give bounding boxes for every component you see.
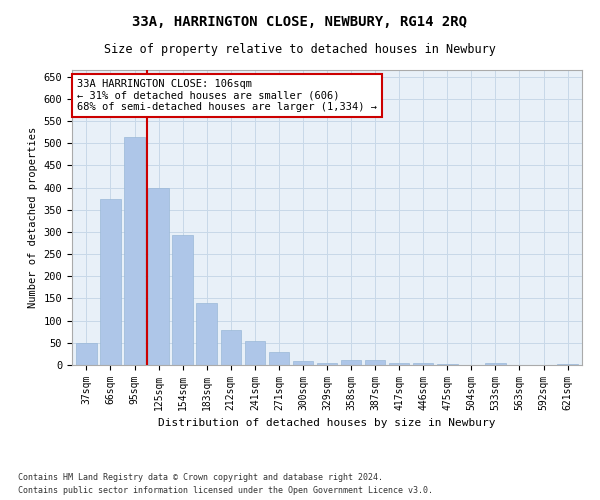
Bar bbox=[437, 364, 458, 365]
Text: 33A, HARRINGTON CLOSE, NEWBURY, RG14 2RQ: 33A, HARRINGTON CLOSE, NEWBURY, RG14 2RQ bbox=[133, 15, 467, 29]
Bar bbox=[293, 360, 313, 365]
Bar bbox=[389, 363, 409, 365]
Bar bbox=[557, 364, 578, 365]
Bar bbox=[172, 235, 193, 365]
X-axis label: Distribution of detached houses by size in Newbury: Distribution of detached houses by size … bbox=[158, 418, 496, 428]
Bar bbox=[124, 136, 145, 365]
Bar bbox=[100, 198, 121, 365]
Bar bbox=[196, 303, 217, 365]
Y-axis label: Number of detached properties: Number of detached properties bbox=[28, 127, 38, 308]
Bar bbox=[365, 360, 385, 365]
Bar bbox=[245, 340, 265, 365]
Text: 33A HARRINGTON CLOSE: 106sqm
← 31% of detached houses are smaller (606)
68% of s: 33A HARRINGTON CLOSE: 106sqm ← 31% of de… bbox=[77, 79, 377, 112]
Text: Contains public sector information licensed under the Open Government Licence v3: Contains public sector information licen… bbox=[18, 486, 433, 495]
Bar bbox=[485, 363, 506, 365]
Bar bbox=[317, 363, 337, 365]
Bar bbox=[76, 343, 97, 365]
Bar bbox=[221, 330, 241, 365]
Text: Contains HM Land Registry data © Crown copyright and database right 2024.: Contains HM Land Registry data © Crown c… bbox=[18, 472, 383, 482]
Bar bbox=[269, 352, 289, 365]
Bar bbox=[341, 360, 361, 365]
Bar bbox=[413, 363, 433, 365]
Text: Size of property relative to detached houses in Newbury: Size of property relative to detached ho… bbox=[104, 44, 496, 57]
Bar bbox=[148, 188, 169, 365]
